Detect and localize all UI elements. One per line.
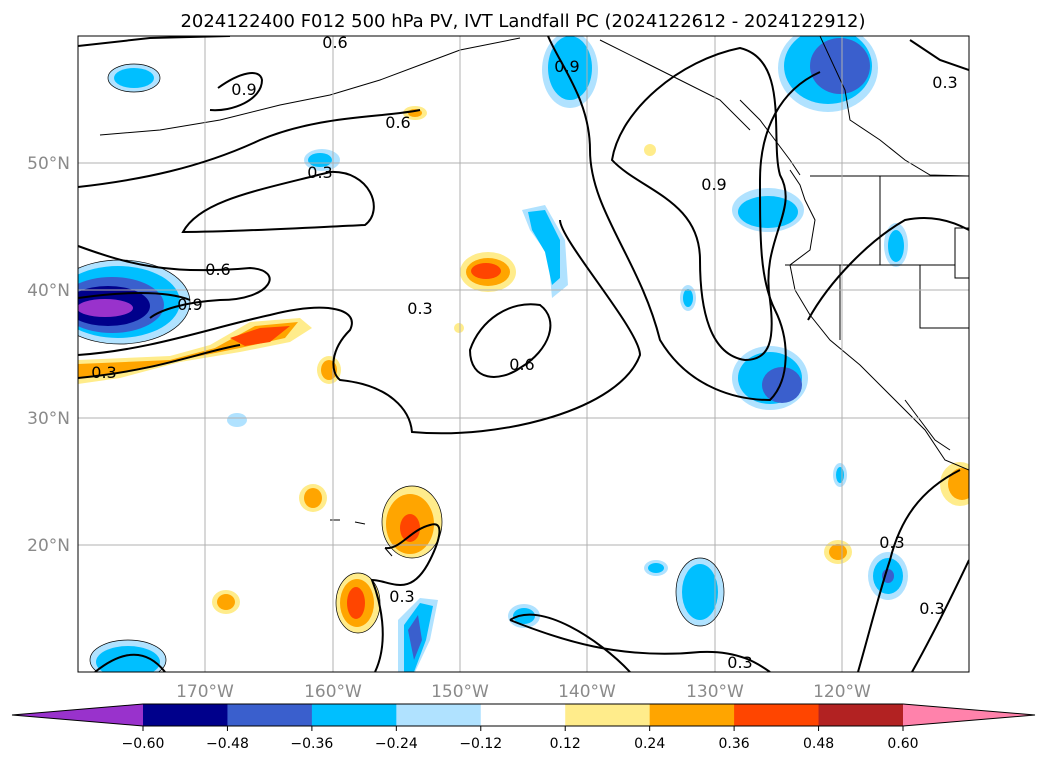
contour-label: 0.9 <box>231 80 256 99</box>
colorbar-segment <box>311 704 397 726</box>
colorbar-tick-label: −0.36 <box>290 736 333 752</box>
colorbar-segment <box>227 704 313 726</box>
colorbar-tick-label: 0.24 <box>634 736 665 752</box>
lat-label-30n: 30°N <box>27 409 70 429</box>
contour-label: 0.3 <box>727 653 752 672</box>
ivt-contour-labels: 0.9 0.6 0.3 0.6 0.3 0.6 0.9 0.9 0.3 0.3 … <box>91 33 957 672</box>
contour-label: 0.9 <box>701 175 726 194</box>
contour-label: 0.6 <box>205 260 230 279</box>
lon-label-170w: 170°W <box>176 682 234 702</box>
contour-label: 0.6 <box>509 355 534 374</box>
longitude-labels: 170°W 160°W 150°W 140°W 130°W 120°W <box>176 682 871 702</box>
colorbar: −0.60 −0.48 −0.36 −0.24 −0.12 0.12 0.24 0.36 0.4… <box>11 703 1036 752</box>
contour-label: 0.3 <box>389 587 414 606</box>
colorbar-segment <box>143 704 228 726</box>
lat-label-20n: 20°N <box>27 536 70 556</box>
colorbar-segment <box>565 704 651 726</box>
latitude-labels: 50°N 40°N 30°N 20°N <box>27 154 70 556</box>
pv-outlines <box>78 63 725 672</box>
lon-label-130w: 130°W <box>686 682 744 702</box>
colorbar-segment <box>396 704 482 726</box>
colorbar-tick-label: −0.24 <box>375 736 418 752</box>
pv-shading <box>78 36 969 672</box>
contour-label: 0.9 <box>177 295 202 314</box>
lon-label-150w: 150°W <box>431 682 489 702</box>
contour-label: 0.3 <box>932 73 957 92</box>
lon-label-140w: 140°W <box>558 682 616 702</box>
colorbar-tick-label: 0.48 <box>803 736 834 752</box>
ivt-contours <box>78 36 969 672</box>
colorbar-tick-label: −0.60 <box>122 736 165 752</box>
colorbar-segment <box>649 704 735 726</box>
map-title: 2024122400 F012 500 hPa PV, IVT Landfall… <box>180 11 865 32</box>
colorbar-tick-label: −0.12 <box>459 736 502 752</box>
contour-label: 0.3 <box>919 599 944 618</box>
colorbar-extend-max <box>903 704 1035 726</box>
contour-label: 0.3 <box>407 299 432 318</box>
colorbar-tick-label: −0.48 <box>206 736 249 752</box>
colorbar-tick-label: 0.60 <box>887 736 918 752</box>
colorbar-tick-label: 0.36 <box>719 736 750 752</box>
colorbar-segment <box>734 704 820 726</box>
contour-label: 0.3 <box>307 163 332 182</box>
contour-label: 0.3 <box>879 533 904 552</box>
colorbar-extend-min <box>12 704 143 726</box>
lon-label-120w: 120°W <box>813 682 871 702</box>
contour-label: 0.6 <box>385 113 410 132</box>
contour-label: 0.9 <box>554 57 579 76</box>
lat-label-40n: 40°N <box>27 281 70 301</box>
map-border <box>77 35 970 673</box>
contour-label: 0.3 <box>91 363 116 382</box>
lon-label-160w: 160°W <box>304 682 362 702</box>
colorbar-segment <box>818 704 904 726</box>
contour-label: 0.6 <box>322 33 347 52</box>
colorbar-segment <box>480 704 566 726</box>
colorbar-tick-label: 0.12 <box>550 736 581 752</box>
lat-label-50n: 50°N <box>27 154 70 174</box>
